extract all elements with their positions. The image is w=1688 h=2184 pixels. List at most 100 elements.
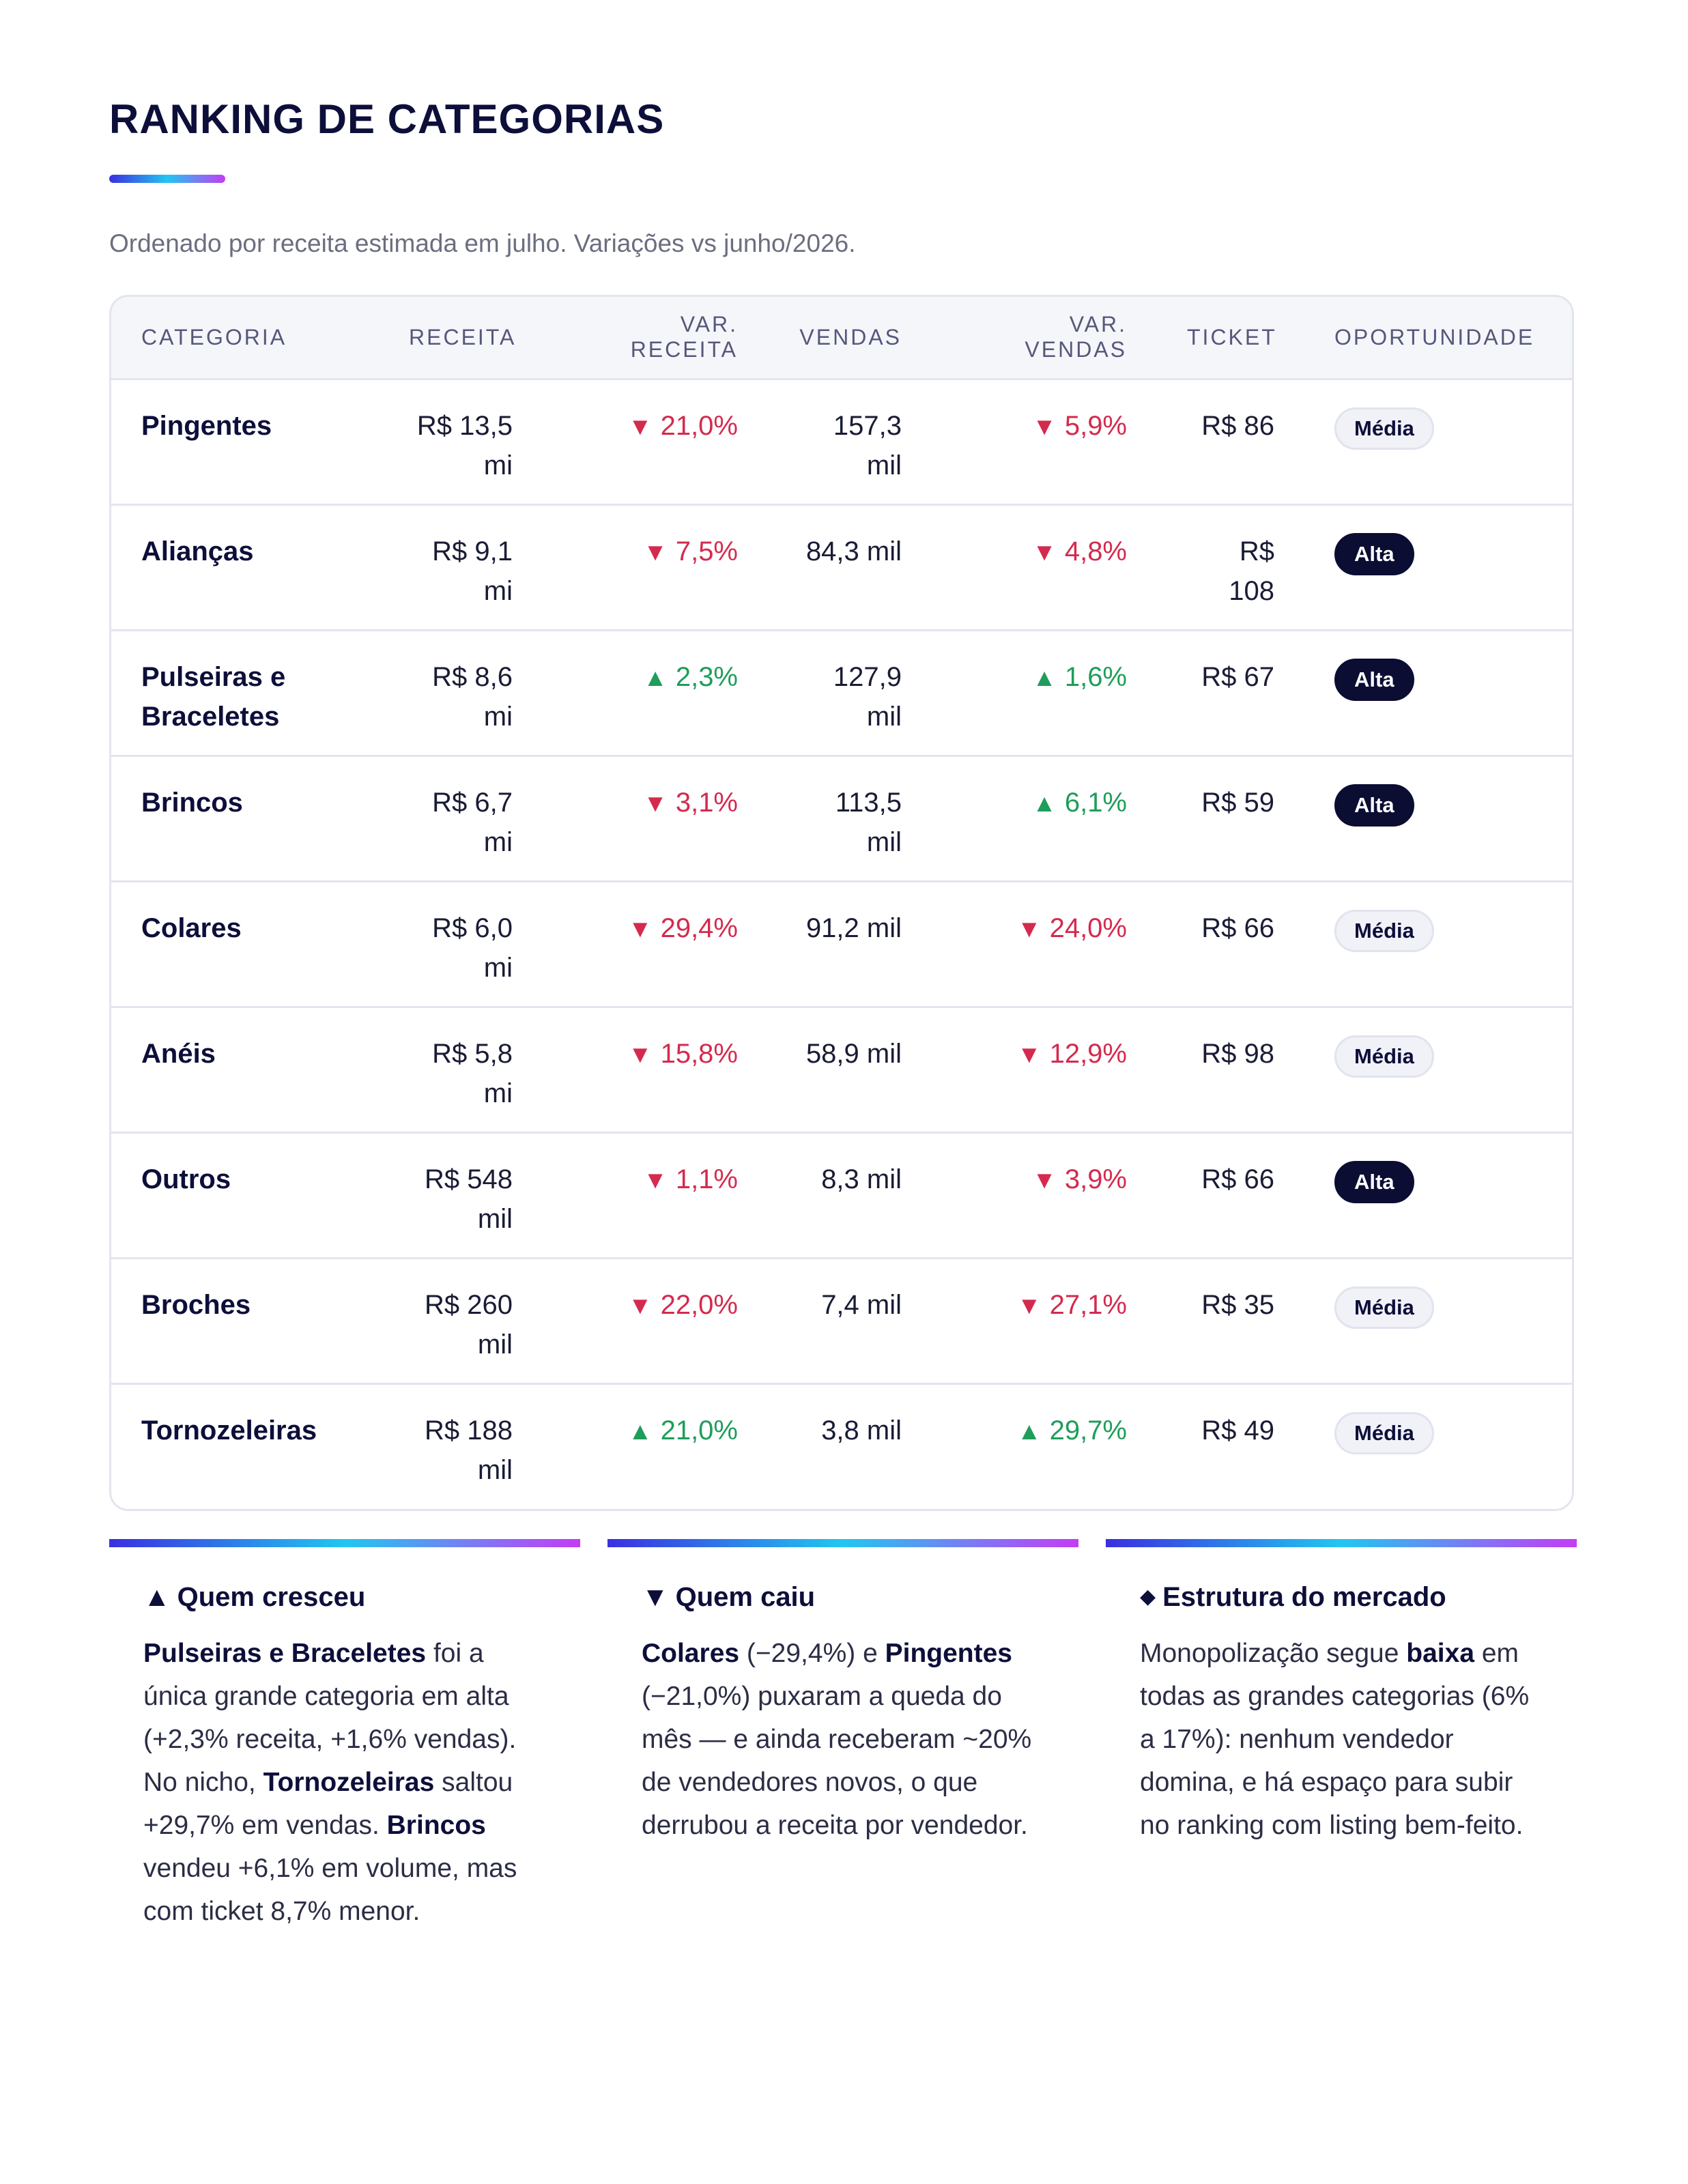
triangle-down-icon: ▼: [643, 788, 668, 817]
insight-accent-bar: [109, 1539, 580, 1547]
cell-categoria: Pulseiras e Braceletes: [141, 661, 286, 732]
triangle-down-icon: ▼: [642, 1582, 669, 1612]
highlight-text: Brincos: [386, 1811, 486, 1840]
header-var-vendas: VAR. VENDAS: [932, 297, 1157, 380]
cell-oportunidade: Média: [1304, 1258, 1572, 1383]
insight-accent-bar: [1106, 1539, 1577, 1547]
cell-var-receita: ▲ 2,3%: [543, 630, 768, 756]
cell-var-receita: ▼ 29,4%: [543, 881, 768, 1007]
highlight-text: Pulseiras e Braceletes: [143, 1639, 427, 1668]
cell-var-receita: ▼ 22,0%: [543, 1258, 768, 1383]
cell-var-vendas: ▼ 24,0%: [932, 881, 1157, 1007]
body-text: foi a única grande categoria em alta (+2…: [143, 1639, 517, 1797]
variation-value: 12,9%: [1049, 1038, 1127, 1069]
body-text: em todas as grandes categorias (6% a 17%…: [1140, 1639, 1530, 1840]
variation-value: 29,4%: [660, 913, 738, 943]
variation-value: 29,7%: [1049, 1415, 1127, 1446]
cell-oportunidade: Média: [1304, 1007, 1572, 1132]
insight-estrutura-text: Monopolização segue baixa em todas as gr…: [1140, 1632, 1549, 1847]
cell-var-receita: ▼ 21,0%: [543, 379, 768, 504]
opportunity-badge: Alta: [1334, 784, 1414, 827]
insight-crescimento: ▲ Quem cresceu Pulseiras e Braceletes foi…: [143, 1582, 553, 1933]
insight-crescimento-heading: ▲ Quem cresceu: [143, 1582, 553, 1613]
triangle-down-icon: ▼: [1032, 1165, 1057, 1194]
variation-value: 3,1%: [675, 787, 738, 818]
opportunity-badge: Média: [1334, 1286, 1434, 1329]
cell-var-vendas: ▲ 6,1%: [932, 756, 1157, 881]
header-receita: RECEITA: [379, 297, 543, 380]
variation-value: 1,1%: [675, 1164, 738, 1194]
body-text: (−29,4%) e: [739, 1639, 885, 1668]
header-categoria: CATEGORIA: [111, 297, 379, 380]
insight-queda-heading: ▼ Quem caiu: [642, 1582, 1051, 1613]
cell-oportunidade: Alta: [1304, 504, 1572, 630]
opportunity-badge: Média: [1334, 1411, 1434, 1454]
opportunity-badge: Média: [1334, 1035, 1434, 1078]
cell-vendas: 8,3 mil: [821, 1164, 902, 1194]
triangle-down-icon: ▼: [643, 1165, 668, 1194]
triangle-up-icon: ▲: [143, 1582, 171, 1612]
triangle-down-icon: ▼: [627, 412, 653, 440]
cell-receita: R$ 188 mil: [425, 1415, 513, 1485]
cell-oportunidade: Alta: [1304, 630, 1572, 756]
cell-vendas: 84,3 mil: [805, 536, 902, 566]
table-row: Outros R$ 548 mil ▼ 1,1% 8,3 mil ▼ 3,9% R$ 66 Al…: [111, 1132, 1572, 1258]
opportunity-badge: Média: [1334, 909, 1434, 952]
cell-receita: R$ 8,6 mi: [432, 661, 513, 732]
triangle-down-icon: ▼: [1032, 537, 1057, 566]
cell-oportunidade: Média: [1304, 379, 1572, 504]
cell-var-vendas: ▼ 3,9%: [932, 1132, 1157, 1258]
triangle-down-icon: ▼: [627, 1039, 653, 1068]
cell-categoria: Brincos: [141, 787, 243, 818]
variation-value: 21,0%: [660, 1415, 738, 1446]
opportunity-badge: Alta: [1334, 1160, 1414, 1203]
cell-receita: R$ 13,5 mi: [416, 410, 513, 480]
variation-value: 24,0%: [1049, 913, 1127, 943]
insight-crescimento-text: Pulseiras e Braceletes foi a única grand…: [143, 1632, 553, 1933]
header-vendas: VENDAS: [768, 297, 932, 380]
cell-categoria: Alianças: [141, 536, 254, 566]
cell-categoria: Colares: [141, 913, 242, 943]
header-var-receita: VAR. RECEITA: [543, 297, 768, 380]
cell-vendas: 7,4 mil: [821, 1289, 902, 1320]
cell-receita: R$ 548 mil: [425, 1164, 513, 1234]
body-text: saltou +29,7% em vendas.: [143, 1768, 513, 1840]
cell-categoria: Broches: [141, 1289, 251, 1320]
cell-oportunidade: Alta: [1304, 1132, 1572, 1258]
variation-value: 5,9%: [1064, 410, 1127, 441]
cell-receita: R$ 260 mil: [425, 1289, 513, 1360]
ranking-table-card: CATEGORIA RECEITA VAR. RECEITA VENDAS VA…: [109, 295, 1574, 1511]
cell-categoria: Anéis: [141, 1038, 216, 1069]
cell-categoria: Outros: [141, 1164, 231, 1194]
cell-oportunidade: Média: [1304, 1383, 1572, 1509]
variation-value: 7,5%: [675, 536, 738, 566]
cell-receita: R$ 9,1 mi: [432, 536, 513, 606]
cell-ticket: R$ 108: [1229, 536, 1274, 606]
variation-value: 4,8%: [1064, 536, 1127, 566]
cell-ticket: R$ 35: [1201, 1289, 1274, 1320]
header-oportunidade: OPORTUNIDADE: [1304, 297, 1572, 380]
cell-ticket: R$ 67: [1201, 661, 1274, 692]
table-body: Pingentes R$ 13,5 mi ▼ 21,0% 157,3 mil ▼ 5,9% R…: [111, 379, 1572, 1509]
variation-value: 6,1%: [1064, 787, 1127, 818]
cell-var-receita: ▼ 3,1%: [543, 756, 768, 881]
triangle-down-icon: ▼: [627, 914, 653, 943]
cell-var-vendas: ▼ 12,9%: [932, 1007, 1157, 1132]
cell-oportunidade: Média: [1304, 881, 1572, 1007]
cell-var-vendas: ▲ 1,6%: [932, 630, 1157, 756]
table-row: Broches R$ 260 mil ▼ 22,0% 7,4 mil ▼ 27,1% R$ 3…: [111, 1258, 1572, 1383]
variation-value: 22,0%: [660, 1289, 738, 1320]
variation-value: 3,9%: [1064, 1164, 1127, 1194]
table-row: Colares R$ 6,0 mi ▼ 29,4% 91,2 mil ▼ 24,0% R$ 6…: [111, 881, 1572, 1007]
table-row: Alianças R$ 9,1 mi ▼ 7,5% 84,3 mil ▼ 4,8% R$ 10…: [111, 504, 1572, 630]
cell-var-vendas: ▼ 4,8%: [932, 504, 1157, 630]
cell-ticket: R$ 66: [1201, 1164, 1274, 1194]
cell-vendas: 127,9 mil: [833, 661, 902, 732]
triangle-up-icon: ▲: [1032, 663, 1057, 691]
cell-oportunidade: Alta: [1304, 756, 1572, 881]
cell-vendas: 113,5 mil: [835, 787, 902, 857]
opportunity-badge: Alta: [1334, 532, 1414, 575]
cell-var-receita: ▼ 1,1%: [543, 1132, 768, 1258]
title-accent-bar: [109, 175, 225, 183]
variation-value: 21,0%: [660, 410, 738, 441]
